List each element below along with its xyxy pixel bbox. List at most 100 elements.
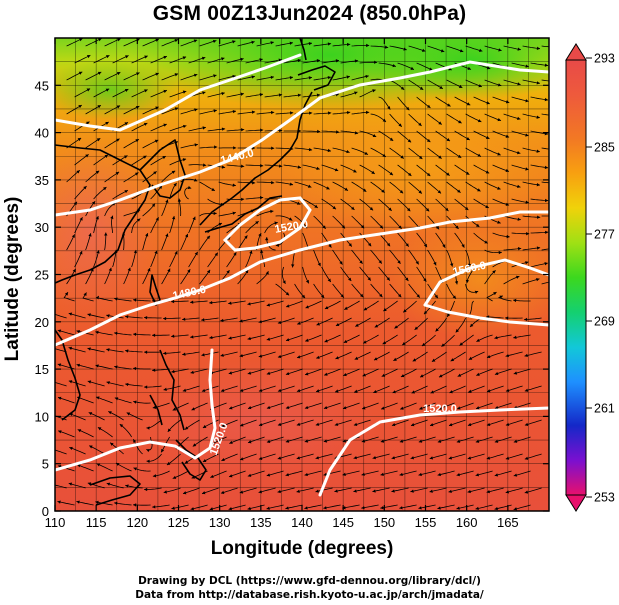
streamline-arrowhead bbox=[252, 181, 256, 185]
streamline-arrowhead bbox=[201, 491, 206, 495]
streamline-arrowhead bbox=[167, 428, 172, 432]
streamline-arrowhead bbox=[447, 313, 451, 317]
x-tick-label: 145 bbox=[332, 515, 354, 530]
streamline-arrowhead bbox=[457, 406, 461, 410]
streamline-arrowhead bbox=[486, 456, 491, 460]
streamline-arrowhead bbox=[348, 277, 352, 282]
streamline-arrowhead bbox=[182, 491, 187, 495]
streamline-arrowhead bbox=[135, 139, 139, 143]
streamline-arrowhead bbox=[228, 507, 233, 511]
streamline-arrowhead bbox=[192, 443, 197, 447]
streamline-arrowhead bbox=[402, 341, 406, 346]
streamline-arrowhead bbox=[407, 172, 412, 176]
streamline-arrowhead bbox=[397, 260, 401, 264]
streamline-arrowhead bbox=[144, 350, 148, 354]
streamline-arrowhead bbox=[434, 294, 438, 299]
streamline-arrowhead bbox=[143, 155, 147, 159]
streamline-arrowhead bbox=[258, 233, 262, 237]
streamline-arrowhead bbox=[177, 198, 182, 202]
streamline-arrowhead bbox=[457, 189, 461, 193]
streamline-arrowhead bbox=[68, 346, 73, 350]
streamline-arrowhead bbox=[260, 128, 264, 132]
streamline-arrowhead bbox=[114, 501, 118, 505]
streamline-arrowhead bbox=[210, 474, 214, 478]
streamline-arrowhead bbox=[172, 475, 177, 479]
streamline-arrowhead bbox=[259, 58, 263, 62]
streamline-arrowhead bbox=[405, 243, 409, 247]
streamline-arrowhead bbox=[327, 42, 332, 46]
streamline-arrowhead bbox=[68, 380, 73, 384]
streamline-arrowhead bbox=[430, 390, 435, 394]
streamline-arrowhead bbox=[95, 216, 99, 220]
colorbar: 293 285 277 269 261 253 bbox=[565, 43, 615, 512]
streamline-arrowhead bbox=[296, 489, 300, 493]
streamline-arrowhead bbox=[440, 49, 445, 53]
streamline-arrowhead bbox=[290, 111, 294, 115]
streamline-arrowhead bbox=[418, 155, 423, 159]
streamline-arrowhead bbox=[322, 225, 326, 229]
streamline-arrowhead bbox=[505, 202, 510, 206]
streamline-arrowhead bbox=[317, 129, 321, 134]
temperature-field bbox=[55, 38, 549, 511]
streamline-arrowhead bbox=[465, 279, 470, 284]
streamline-arrowhead bbox=[513, 298, 517, 303]
streamline-arrowhead bbox=[364, 151, 368, 155]
streamline-arrowhead bbox=[456, 473, 460, 477]
streamline-arrowhead bbox=[411, 390, 416, 394]
streamline-arrowhead bbox=[213, 211, 217, 216]
streamline-arrowhead bbox=[77, 137, 82, 142]
streamline-arrowhead bbox=[258, 320, 262, 324]
streamline-arrowhead bbox=[524, 422, 529, 426]
streamline-arrowhead bbox=[403, 47, 407, 51]
streamline-arrowhead bbox=[247, 473, 252, 477]
streamline-arrowhead bbox=[556, 114, 559, 117]
streamline-arrowhead bbox=[467, 422, 472, 427]
streamline-arrowhead bbox=[494, 506, 498, 511]
streamline-arrowhead bbox=[373, 389, 377, 394]
streamline-arrowhead bbox=[87, 347, 91, 351]
streamline-arrowhead bbox=[466, 102, 471, 106]
streamline-arrowhead bbox=[468, 356, 473, 360]
streamline-arrowhead bbox=[106, 314, 110, 318]
streamline-arrowhead bbox=[201, 318, 205, 322]
streamline bbox=[541, 281, 549, 285]
streamline-arrowhead bbox=[304, 472, 308, 477]
streamline-arrowhead bbox=[171, 334, 175, 338]
contour-label: 1520.0 bbox=[274, 218, 309, 236]
streamline-arrowhead bbox=[517, 247, 522, 251]
streamline-arrowhead bbox=[556, 80, 559, 83]
streamline-arrowhead bbox=[285, 473, 290, 477]
streamline-arrowhead bbox=[391, 456, 396, 460]
streamline-arrowhead bbox=[125, 315, 129, 319]
streamline-arrowhead bbox=[525, 261, 529, 265]
streamline-arrowhead bbox=[536, 246, 541, 250]
streamline-arrowhead bbox=[361, 472, 365, 476]
streamline-arrowhead bbox=[187, 185, 192, 190]
streamline-arrowhead bbox=[439, 85, 443, 89]
streamline-arrowhead bbox=[536, 278, 540, 282]
streamline-arrowhead bbox=[133, 400, 137, 404]
streamline-arrowhead bbox=[461, 244, 465, 248]
streamline-arrowhead bbox=[296, 456, 301, 460]
streamline-arrowhead bbox=[220, 490, 225, 494]
streamline-arrowhead bbox=[341, 225, 346, 229]
x-tick-label: 110 bbox=[45, 515, 66, 530]
streamline-arrowhead bbox=[379, 293, 383, 298]
streamline-arrowhead bbox=[537, 215, 541, 219]
streamline-arrowhead bbox=[86, 121, 90, 125]
streamline-arrowhead bbox=[305, 279, 309, 284]
streamline-arrowhead bbox=[383, 308, 387, 312]
streamline-arrowhead bbox=[286, 304, 290, 308]
streamline bbox=[55, 313, 67, 319]
streamline-arrowhead bbox=[505, 456, 510, 460]
streamline-arrowhead bbox=[232, 74, 236, 79]
colorbar-tick-label: 293 bbox=[594, 52, 615, 66]
streamline-arrowhead bbox=[344, 187, 348, 191]
streamline-arrowhead bbox=[386, 277, 390, 281]
streamline-arrowhead bbox=[190, 507, 194, 511]
streamline-arrowhead bbox=[380, 472, 384, 476]
streamline-arrowhead bbox=[346, 149, 350, 154]
streamline-arrowhead bbox=[270, 110, 275, 115]
streamline-arrowhead bbox=[355, 323, 359, 327]
streamline-arrowhead bbox=[429, 67, 433, 71]
